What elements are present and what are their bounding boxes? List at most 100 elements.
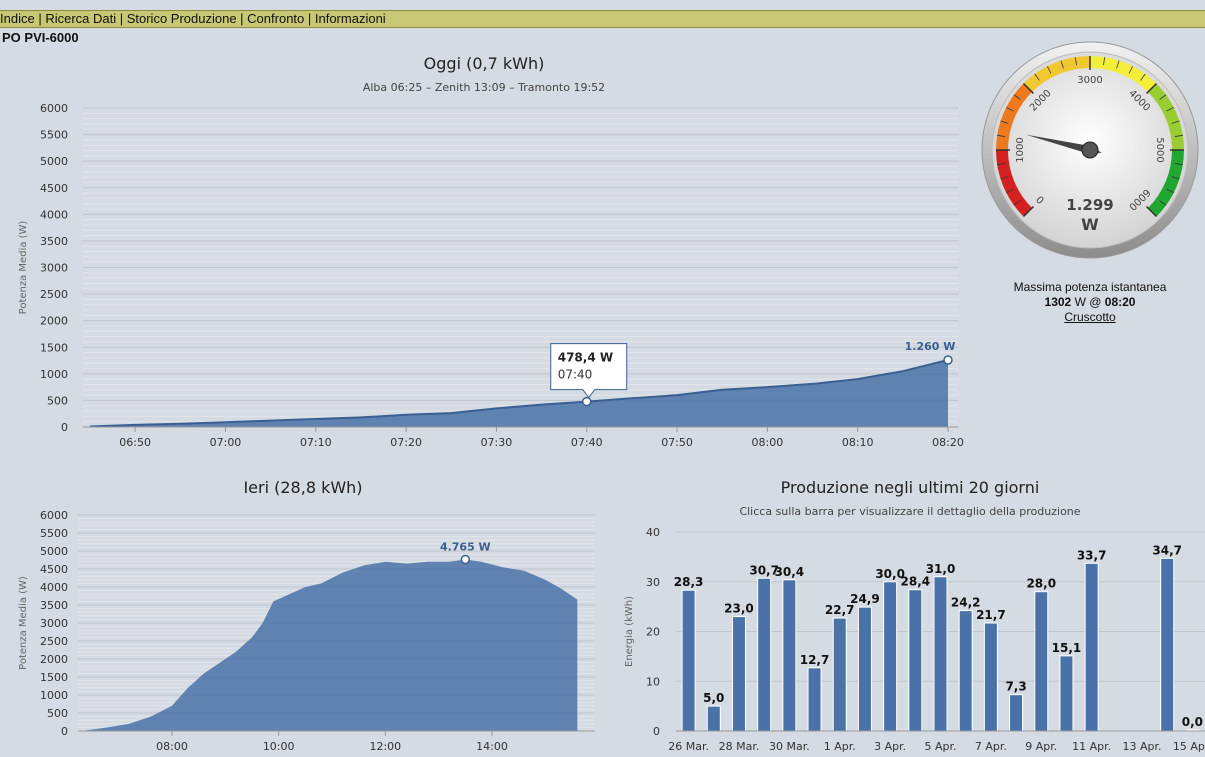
menu-item-ricerca-dati[interactable]: Ricerca Dati xyxy=(45,11,117,26)
y-tick-label: 0 xyxy=(653,725,660,738)
bar-value-label: 30,4 xyxy=(775,565,805,579)
gauge-tick xyxy=(1116,60,1120,69)
y-tick-label: 1500 xyxy=(40,671,68,684)
y-tick-label: 4500 xyxy=(40,563,68,576)
x-tick-label: 3 Apr. xyxy=(874,740,906,753)
menu-separator: | xyxy=(116,11,127,26)
gauge-band-green xyxy=(1147,150,1184,217)
gauge-tick xyxy=(1174,134,1183,137)
gauge-info: Massima potenza istantanea 1302 W @ 08:2… xyxy=(990,280,1190,325)
bar[interactable] xyxy=(731,616,746,732)
x-tick-label: 07:40 xyxy=(571,436,603,449)
gauge-tick xyxy=(1159,94,1167,100)
x-tick-label: 11 Apr. xyxy=(1072,740,1111,753)
peak-point xyxy=(460,554,471,565)
gauge-tick xyxy=(1128,66,1134,74)
chart-today[interactable]: Oggi (0,7 kWh) Alba 06:25 – Zenith 13:09 … xyxy=(0,40,970,460)
y-tick-label: 0 xyxy=(61,725,68,738)
y-tick-label: 4500 xyxy=(40,182,68,195)
y-tick-label: 500 xyxy=(47,394,68,407)
y-tick-label: 2500 xyxy=(40,635,68,648)
chart-yesterday[interactable]: Ieri (28,8 kWh) 0 500 1000 1500 2000 2500 3000 3… xyxy=(0,470,610,757)
chart-production-20-days[interactable]: Produzione negli ultimi 20 giorni Clicca … xyxy=(610,470,1205,757)
gauge-band-lightgreen xyxy=(1147,83,1184,150)
y-tick-label: 10 xyxy=(646,675,660,688)
y-tick-label: 2500 xyxy=(40,288,68,301)
menu-item-informazioni[interactable]: Informazioni xyxy=(314,11,386,26)
bar[interactable] xyxy=(908,589,923,732)
tooltip-time: 07:40 xyxy=(558,368,593,382)
chart-subtitle: Alba 06:25 – Zenith 13:09 – Tramonto 19:… xyxy=(363,81,605,94)
y-tick-label: 2000 xyxy=(40,315,68,328)
y-tick-label: 4000 xyxy=(40,208,68,221)
bar[interactable] xyxy=(832,617,847,732)
y-tick-label: 1500 xyxy=(40,341,68,354)
bar-value-label: 0,0 xyxy=(1182,715,1203,729)
x-tick-label: 07:00 xyxy=(210,436,242,449)
bar[interactable] xyxy=(883,581,898,732)
max-power-unit: W xyxy=(1074,295,1086,309)
y-tick-label: 2000 xyxy=(40,653,68,666)
gauge-tick xyxy=(1074,57,1077,66)
gauge-tick xyxy=(1006,188,1014,194)
bar[interactable] xyxy=(958,610,973,732)
bar[interactable] xyxy=(983,622,998,732)
bar-value-label: 7,3 xyxy=(1005,680,1026,694)
bar[interactable] xyxy=(857,606,872,732)
y-axis-label: Potenza Media (W) xyxy=(18,221,29,315)
bar[interactable] xyxy=(1059,655,1074,732)
x-tick-label: 5 Apr. xyxy=(924,740,956,753)
y-tick-label: 3500 xyxy=(40,599,68,612)
bar-value-label: 28,0 xyxy=(1026,577,1056,591)
bar-value-label: 31,0 xyxy=(926,562,956,576)
bar[interactable] xyxy=(807,667,822,732)
x-tick-label: 12:00 xyxy=(369,740,401,753)
gauge-tick xyxy=(1140,73,1146,81)
bar-value-label: 28,3 xyxy=(674,575,704,589)
bar[interactable] xyxy=(782,579,797,732)
area-fill xyxy=(90,360,948,427)
gauge-tick xyxy=(997,134,1006,137)
bar[interactable] xyxy=(681,589,696,732)
max-power-line: 1302 W @ 08:20 xyxy=(990,295,1190,310)
bar[interactable] xyxy=(1084,562,1099,732)
y-tick-label: 0 xyxy=(61,421,68,434)
gauge-tick xyxy=(1171,176,1180,180)
bar-value-label: 22,7 xyxy=(825,603,855,617)
menu-bar: Indice | Ricerca Dati | Storico Produzio… xyxy=(0,10,1205,28)
gauge-tick xyxy=(1159,200,1167,206)
bar-value-label: 5,0 xyxy=(703,691,724,705)
bar[interactable] xyxy=(1009,694,1024,732)
gauge-tick xyxy=(1103,57,1106,66)
plant-name: PO PVI-6000 xyxy=(2,30,79,45)
gauge-tick-label: 5000 xyxy=(1154,137,1165,162)
y-tick-label: 5500 xyxy=(40,527,68,540)
bar-value-label: 24,2 xyxy=(951,596,981,610)
x-tick-label: 08:00 xyxy=(752,436,784,449)
bar[interactable] xyxy=(757,577,772,732)
dashboard-link[interactable]: Cruscotto xyxy=(1064,310,1116,324)
x-tick-label: 14:00 xyxy=(476,740,508,753)
menu-item-storico-produzione[interactable]: Storico Produzione xyxy=(126,11,237,26)
y-tick-label: 40 xyxy=(646,526,660,539)
gauge-tick xyxy=(1000,176,1009,180)
bar[interactable] xyxy=(1034,591,1049,732)
tooltip-point xyxy=(581,396,592,407)
gauge-unit: W xyxy=(1081,215,1099,234)
x-tick-label: 06:50 xyxy=(119,436,151,449)
y-tick-label: 5000 xyxy=(40,155,68,168)
x-tick-label: 15 Apr. xyxy=(1173,740,1205,753)
menu-item-confronto[interactable]: Confronto xyxy=(247,11,305,26)
series-line xyxy=(89,359,949,428)
y-tick-label: 4000 xyxy=(40,581,68,594)
gauge-tick xyxy=(1023,83,1034,94)
bar[interactable] xyxy=(706,705,721,732)
chart-title: Oggi (0,7 kWh) xyxy=(424,54,545,73)
tooltip-box xyxy=(550,343,628,399)
bar-value-label: 23,0 xyxy=(724,602,754,616)
bar-value-label: 15,1 xyxy=(1052,641,1082,655)
bar[interactable] xyxy=(1160,557,1175,732)
bar[interactable] xyxy=(933,576,948,732)
y-tick-label: 20 xyxy=(646,626,660,639)
menu-item-indice[interactable]: Indice xyxy=(0,11,35,26)
